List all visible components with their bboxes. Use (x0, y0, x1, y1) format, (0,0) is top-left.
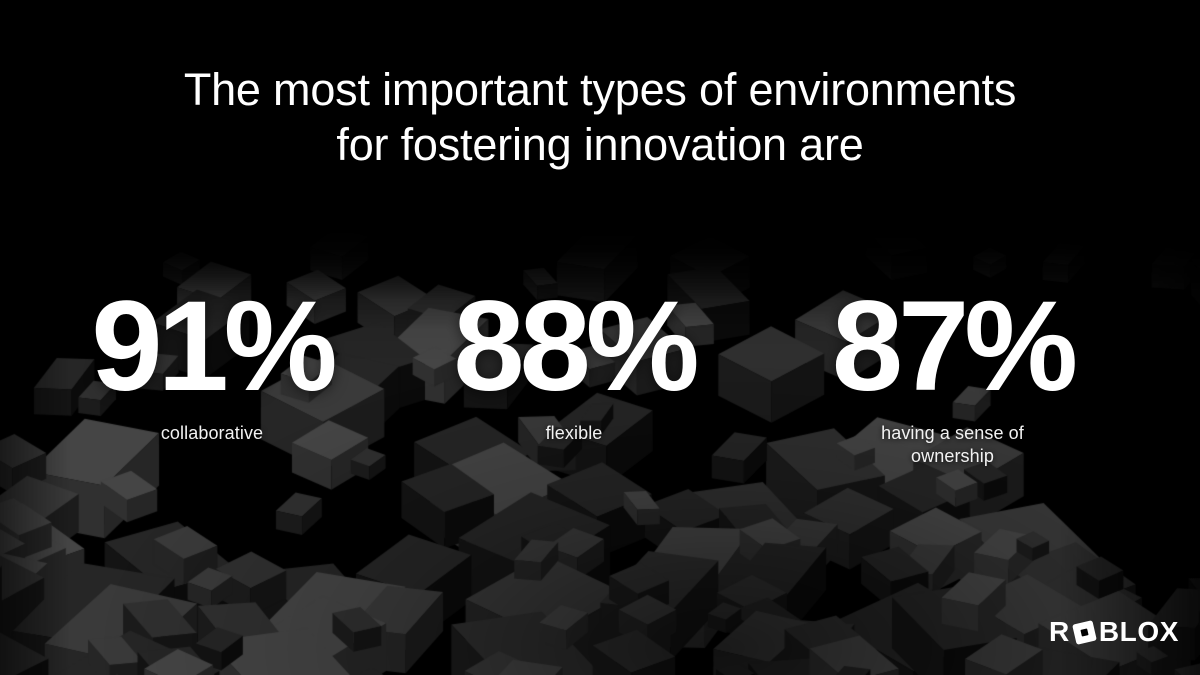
stat-label-ownership: having a sense of ownership (881, 423, 1024, 466)
stat-card-ownership: 87% having a sense of ownership (800, 275, 1105, 468)
stat-label-flexible: flexible (545, 423, 603, 443)
logo-text-suffix: BLOX (1098, 616, 1180, 647)
stat-value-ownership: 87% (831, 275, 1078, 418)
stat-value-flexible: 88% (453, 275, 699, 418)
stat-card-collaborative: 91% collaborative (62, 275, 362, 445)
logo-text-prefix: R (1049, 616, 1070, 647)
headline-title: The most important types of environments… (183, 64, 1017, 170)
stat-card-flexible: 88% flexible (424, 275, 724, 445)
roblox-logo: R BLOX (1049, 617, 1179, 647)
stat-value-collaborative: 91% (91, 275, 337, 418)
stat-label-collaborative: collaborative (160, 423, 264, 443)
roblox-tilted-square-icon (1072, 620, 1097, 645)
stats-row: 91% collaborative 88% flexible 87% havin… (0, 275, 1200, 488)
